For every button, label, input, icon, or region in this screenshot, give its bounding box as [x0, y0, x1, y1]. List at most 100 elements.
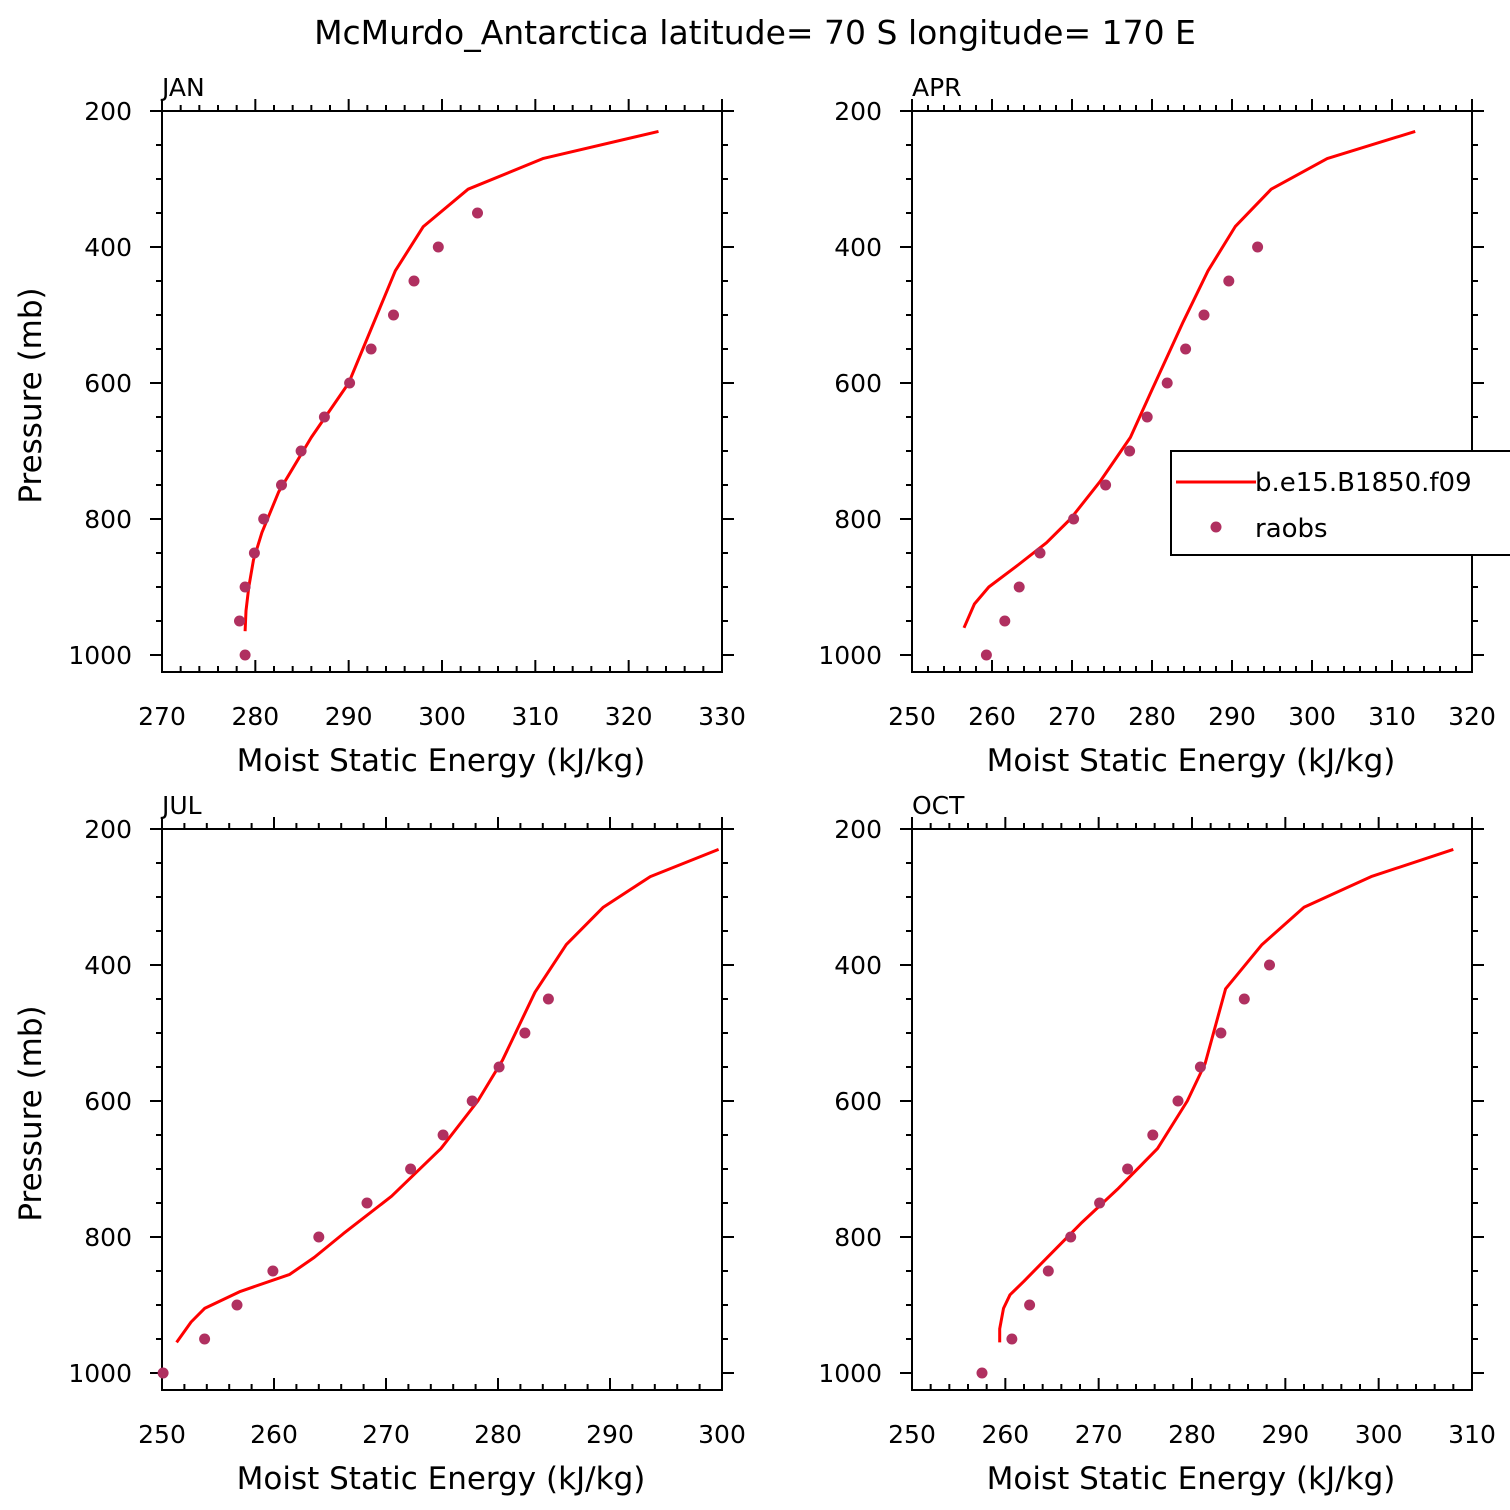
x-tick-label: 280 — [231, 702, 279, 731]
x-tick-label: 310 — [1368, 702, 1416, 731]
raobs-point — [258, 513, 270, 525]
x-tick-label: 290 — [325, 702, 373, 731]
model-line — [962, 129, 1416, 629]
raobs-point — [1042, 1265, 1054, 1277]
x-tick-label: 290 — [1261, 1420, 1309, 1449]
y-tick-label: 200 — [84, 815, 132, 844]
y-tick-label: 800 — [84, 1223, 132, 1252]
x-tick-label: 270 — [362, 1420, 410, 1449]
raobs-point — [1172, 1095, 1184, 1107]
x-tick-label: 280 — [1168, 1420, 1216, 1449]
raobs-point — [267, 1265, 279, 1277]
y-tick-label: 1000 — [818, 1359, 882, 1388]
legend-model-label: b.e15.B1850.f09 — [1255, 468, 1472, 498]
y-tick-label: 200 — [834, 97, 882, 126]
raobs-point — [1215, 1027, 1227, 1039]
y-axis-label: Pressure (mb) — [13, 287, 49, 503]
y-tick-label: 400 — [84, 951, 132, 980]
raobs-point — [405, 1163, 417, 1175]
x-tick-label: 250 — [138, 1420, 186, 1449]
x-tick-label: 260 — [968, 702, 1016, 731]
y-tick-label: 1000 — [68, 1359, 132, 1388]
y-tick-label: 400 — [834, 233, 882, 262]
x-axis-label: Moist Static Energy (kJ/kg) — [987, 1461, 1396, 1497]
x-tick-label: 320 — [1448, 702, 1496, 731]
y-tick-label: 600 — [834, 369, 882, 398]
legend-obs-swatch — [1210, 521, 1222, 533]
raobs-point — [1024, 1299, 1036, 1311]
x-axis-label: Moist Static Energy (kJ/kg) — [237, 743, 646, 779]
y-tick-label: 1000 — [68, 641, 132, 670]
raobs-point — [976, 1367, 988, 1379]
y-tick-label: 800 — [84, 505, 132, 534]
raobs-point — [1252, 241, 1264, 253]
legend-box — [1170, 450, 1510, 556]
x-tick-label: 330 — [698, 702, 746, 731]
panel-apr: 250 260 270 280 290 300 310 320 200 400 600 800 1000… — [818, 73, 1510, 779]
raobs-point — [437, 1129, 449, 1141]
x-tick-label: 270 — [1075, 1420, 1123, 1449]
raobs-point — [1141, 411, 1153, 423]
raobs-point — [1006, 1333, 1018, 1345]
y-tick-label: 600 — [834, 1087, 882, 1116]
raobs-point — [466, 1095, 478, 1107]
raobs-point — [1161, 377, 1173, 389]
raobs-point — [980, 649, 992, 661]
raobs-point — [361, 1197, 373, 1209]
x-tick-label: 250 — [888, 1420, 936, 1449]
raobs-point — [1223, 275, 1235, 287]
raobs-point — [1094, 1197, 1106, 1209]
x-tick-label: 300 — [1288, 702, 1336, 731]
y-axis-label: Pressure (mb) — [13, 1005, 49, 1221]
raobs-point — [199, 1333, 211, 1345]
model-line — [175, 848, 720, 1344]
figure-title: McMurdo_Antarctica latitude= 70 S longit… — [314, 13, 1196, 52]
y-tick-label: 200 — [834, 815, 882, 844]
raobs-point — [542, 993, 554, 1005]
legend-obs-label: raobs — [1255, 514, 1328, 544]
raobs-point — [313, 1231, 325, 1243]
x-tick-label: 300 — [1355, 1420, 1403, 1449]
raobs-point — [1194, 1061, 1206, 1073]
raobs-point — [1124, 445, 1136, 457]
panels-group: 270 280 290 300 310 320 330 200 400 600 800 1000 Moi… — [13, 73, 1510, 1497]
raobs-point — [318, 411, 330, 423]
raobs-point — [1068, 513, 1080, 525]
y-tick-label: 600 — [84, 1087, 132, 1116]
x-tick-label: 300 — [418, 702, 466, 731]
y-tick-label: 1000 — [818, 641, 882, 670]
x-tick-label: 250 — [888, 702, 936, 731]
raobs-point — [519, 1027, 531, 1039]
raobs-point — [276, 479, 287, 491]
raobs-point — [1100, 479, 1112, 491]
raobs-point — [365, 343, 377, 355]
panel-month-label: JUL — [160, 791, 202, 820]
x-tick-label: 260 — [981, 1420, 1029, 1449]
raobs-point — [493, 1061, 505, 1073]
panel-month-label: APR — [912, 73, 962, 102]
x-tick-label: 260 — [250, 1420, 298, 1449]
x-tick-label: 280 — [474, 1420, 522, 1449]
raobs-point — [1065, 1231, 1077, 1243]
panel-oct: 250 260 270 280 290 300 310 200 400 600 800 1000 Moi… — [818, 791, 1495, 1497]
panel-jul: 250 260 270 280 290 300 200 400 600 800 1000 Moist … — [13, 791, 746, 1497]
y-tick-label: 800 — [834, 505, 882, 534]
x-axis-label: Moist Static Energy (kJ/kg) — [987, 743, 1396, 779]
raobs-point — [295, 445, 307, 457]
y-tick-label: 400 — [84, 233, 132, 262]
panel-month-label: OCT — [912, 791, 965, 820]
raobs-point — [1238, 993, 1250, 1005]
x-tick-label: 290 — [1208, 702, 1256, 731]
plot-frame — [161, 828, 723, 1391]
panel-jan: 270 280 290 300 310 320 330 200 400 600 800 1000 Moi… — [13, 73, 746, 779]
y-tick-label: 200 — [84, 97, 132, 126]
x-tick-label: 310 — [511, 702, 559, 731]
raobs-point — [248, 547, 260, 559]
x-axis-label: Moist Static Energy (kJ/kg) — [237, 1461, 646, 1497]
raobs-point — [344, 377, 356, 389]
x-tick-label: 290 — [586, 1420, 634, 1449]
raobs-point — [1198, 309, 1210, 321]
x-tick-label: 270 — [1048, 702, 1096, 731]
y-tick-label: 400 — [834, 951, 882, 980]
